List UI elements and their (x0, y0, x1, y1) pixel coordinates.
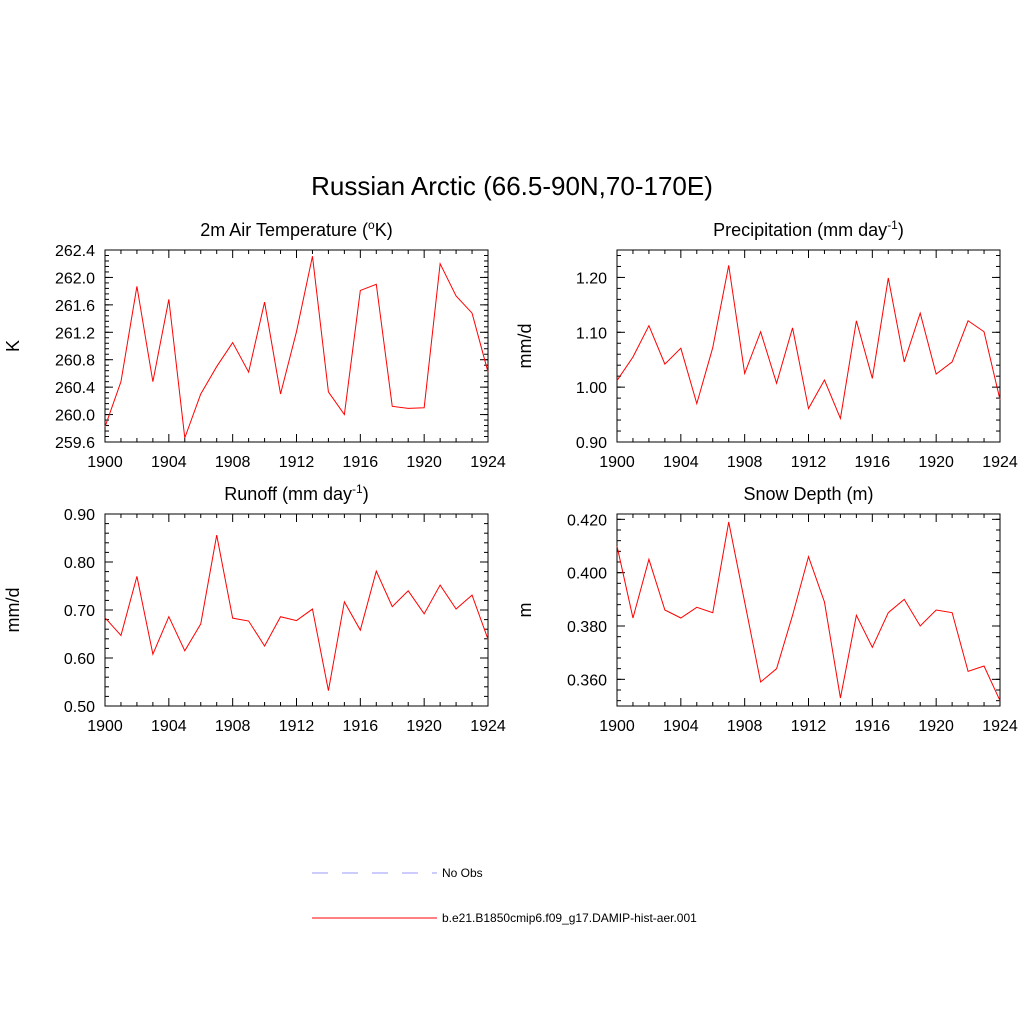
x-tick-label: 1916 (855, 718, 891, 735)
y-tick-label: 262.4 (55, 243, 95, 260)
legend-label: b.e21.B1850cmip6.f09_g17.DAMIP-hist-aer.… (442, 911, 697, 925)
y-tick-label: 0.420 (567, 512, 607, 529)
y-tick-label: 0.90 (576, 435, 607, 452)
panel-3: Runoff (mm day-1) mm/d 1900 1904 1908 1912 191… (3, 482, 506, 735)
plot-frame (616, 513, 1001, 707)
y-axis-label: mm/d (3, 588, 23, 633)
panel-title-superscript: o (368, 218, 375, 232)
x-tick-label: 1924 (982, 718, 1018, 735)
x-tick-label: 1912 (279, 718, 315, 735)
panel-title: 2m Air Temperature (oK) (200, 218, 392, 240)
y-tick-label: 0.60 (64, 651, 95, 668)
x-tick-label: 1908 (215, 454, 251, 471)
x-tick-label: 1900 (599, 454, 635, 471)
x-tick-label: 1924 (470, 454, 506, 471)
y-tick-label: 0.80 (64, 555, 95, 572)
y-axis-label: K (3, 340, 23, 352)
series-line (616, 521, 1001, 701)
y-tick-label: 1.00 (576, 380, 607, 397)
y-tick-label: 260.4 (55, 380, 95, 397)
x-tick-label: 1900 (87, 718, 123, 735)
series-line (104, 535, 489, 691)
y-tick-label: 261.2 (55, 325, 95, 342)
legend-item: b.e21.B1850cmip6.f09_g17.DAMIP-hist-aer.… (312, 911, 697, 925)
y-tick-label: 260.0 (55, 408, 95, 425)
y-tick-label: 0.70 (64, 603, 95, 620)
x-tick-label: 1916 (343, 454, 379, 471)
y-axis-label: mm/d (515, 324, 535, 369)
x-tick-label: 1904 (663, 718, 699, 735)
x-tick-label: 1920 (406, 454, 442, 471)
panel-title: Runoff (mm day-1) (224, 482, 368, 504)
y-tick-label: 0.380 (567, 619, 607, 636)
y-axis-label: m (515, 603, 535, 618)
panel-title-tail: K) (375, 220, 393, 240)
x-tick-label: 1912 (791, 454, 827, 471)
y-tick-label: 261.6 (55, 298, 95, 315)
panel-title: Snow Depth (m) (743, 484, 873, 504)
x-tick-label: 1924 (982, 454, 1018, 471)
y-tick-label: 259.6 (55, 435, 95, 452)
x-tick-label: 1908 (215, 718, 251, 735)
plot-frame (104, 513, 489, 707)
y-tick-label: 0.400 (567, 566, 607, 583)
panel-1: 2m Air Temperature (oK) K 1900 1904 1908 1912… (3, 218, 506, 471)
panel-title-main: Snow Depth (m) (743, 484, 873, 504)
y-tick-label: 0.360 (567, 672, 607, 689)
y-tick-label: 260.8 (55, 353, 95, 370)
legend: No Obs b.e21.B1850cmip6.f09_g17.DAMIP-his… (312, 866, 697, 925)
x-tick-label: 1916 (343, 718, 379, 735)
x-tick-label: 1904 (151, 454, 187, 471)
panel-title-superscript: -1 (352, 482, 363, 496)
plot-frame (616, 249, 1001, 443)
x-tick-label: 1912 (279, 454, 315, 471)
series-line (616, 265, 1001, 421)
panel-title-main: Precipitation (mm day (713, 220, 887, 240)
x-tick-label: 1904 (151, 718, 187, 735)
x-tick-label: 1900 (599, 718, 635, 735)
panel-title: Precipitation (mm day-1) (713, 218, 904, 240)
x-tick-label: 1900 (87, 454, 123, 471)
x-tick-label: 1908 (727, 718, 763, 735)
panel-title-tail: ) (898, 220, 904, 240)
series-line (104, 256, 489, 439)
panel-title-main: Runoff (mm day (224, 484, 352, 504)
figure-title: Russian Arctic (66.5-90N,70-170E) (311, 171, 713, 201)
y-tick-label: 0.50 (64, 699, 95, 716)
x-tick-label: 1904 (663, 454, 699, 471)
panels-group: 2m Air Temperature (oK) K 1900 1904 1908 1912… (3, 218, 1018, 735)
x-tick-label: 1916 (855, 454, 891, 471)
y-tick-label: 1.20 (576, 270, 607, 287)
y-tick-label: 1.10 (576, 325, 607, 342)
x-tick-label: 1920 (918, 718, 954, 735)
x-tick-label: 1912 (791, 718, 827, 735)
panel-4: Snow Depth (m) m 1900 1904 1908 1912 1916 1920 1… (515, 484, 1018, 735)
x-tick-label: 1920 (918, 454, 954, 471)
panel-2: Precipitation (mm day-1) mm/d 1900 1904 1908… (515, 218, 1018, 471)
x-tick-label: 1924 (470, 718, 506, 735)
x-tick-label: 1908 (727, 454, 763, 471)
y-tick-label: 0.90 (64, 507, 95, 524)
legend-label: No Obs (442, 866, 483, 880)
y-tick-label: 262.0 (55, 270, 95, 287)
panel-title-main: 2m Air Temperature ( (200, 220, 368, 240)
legend-item: No Obs (312, 866, 483, 880)
panel-title-superscript: -1 (887, 218, 898, 232)
x-tick-label: 1920 (406, 718, 442, 735)
panel-title-tail: ) (363, 484, 369, 504)
